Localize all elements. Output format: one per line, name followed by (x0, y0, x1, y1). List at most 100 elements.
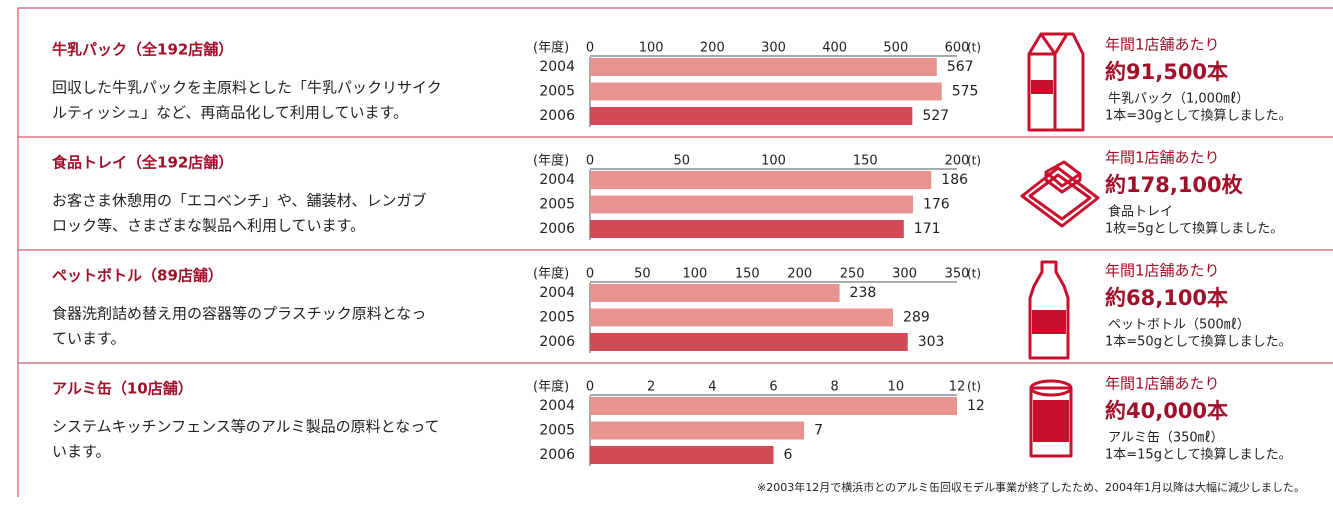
section-title: アルミ缶（10店舗） (52, 380, 193, 398)
x-tick-label: 300 (892, 267, 917, 282)
x-tick-label: 6 (769, 380, 777, 395)
x-tick-label: 100 (761, 154, 786, 169)
x-tick-label: 100 (682, 267, 707, 282)
bar (590, 421, 805, 440)
bar (590, 171, 932, 189)
unit-label: (t) (967, 41, 981, 55)
category-label: 2006 (539, 447, 575, 463)
x-tick-label: 350 (945, 267, 970, 282)
x-tick-label: 10 (888, 380, 905, 395)
x-tick-label: 2 (647, 380, 655, 395)
year-label: (年度) (533, 40, 569, 56)
category-label: 2004 (539, 398, 575, 414)
summary-basis: 1枚=5gとして換算しました。 (1105, 222, 1283, 237)
x-tick-label: 0 (586, 154, 594, 169)
value-label: 171 (914, 221, 941, 237)
bar (590, 107, 913, 125)
summary-amount: 約40,000本 (1105, 399, 1228, 423)
unit-label: (t) (967, 154, 981, 168)
pet-bottle-icon (1028, 260, 1070, 360)
category-label: 2005 (539, 423, 575, 439)
description: 回収した牛乳パックを主原料とした「牛乳パックリサイク (52, 79, 442, 97)
summary-basis: 1本=15gとして換算しました。 (1105, 448, 1292, 463)
bar (590, 397, 957, 415)
category-label: 2004 (539, 172, 575, 188)
value-label: 567 (947, 59, 974, 75)
bar (590, 446, 774, 464)
x-tick-label: 4 (708, 380, 716, 395)
description: お客さま休憩用の「エコベンチ」や、舗装材、レンガブ (52, 192, 427, 210)
description: います。 (52, 443, 111, 461)
category-label: 2005 (539, 84, 575, 100)
description: ています。 (52, 330, 126, 348)
x-tick-label: 0 (586, 380, 594, 395)
bar (590, 220, 904, 238)
bar (590, 333, 908, 351)
summary-amount: 約68,100本 (1105, 286, 1228, 310)
summary-label: 年間1店舗あたり (1105, 262, 1220, 280)
summary-item: ペットボトル（500㎖） (1108, 318, 1250, 333)
summary-label: 年間1店舗あたり (1105, 149, 1220, 167)
summary-amount: 約91,500本 (1105, 60, 1228, 84)
summary-basis: 1本=50gとして換算しました。 (1105, 335, 1292, 350)
category-label: 2005 (539, 197, 575, 213)
bar (590, 82, 942, 101)
x-tick-label: 400 (822, 41, 847, 56)
milk-carton-icon (1027, 32, 1085, 132)
unit-label: (t) (967, 267, 981, 281)
description: 食器洗剤詰め替え用の容器等のプラスチック原料となっ (52, 305, 426, 323)
category-label: 2005 (539, 310, 575, 326)
year-label: (年度) (533, 153, 569, 169)
unit-label: (t) (967, 380, 981, 394)
value-label: 176 (923, 197, 950, 213)
bar (590, 308, 894, 327)
value-label: 186 (941, 172, 968, 188)
x-tick-label: 12 (949, 380, 966, 395)
summary-amount: 約178,100枚 (1105, 173, 1244, 197)
bar (590, 58, 937, 76)
value-label: 303 (918, 334, 945, 350)
x-tick-label: 500 (883, 41, 908, 56)
x-tick-label: 50 (634, 267, 651, 282)
footnote: ※2003年12月で横浜市とのアルミ缶回収モデル事業が終了したため、2004年1… (757, 480, 1305, 494)
category-label: 2004 (539, 59, 575, 75)
x-tick-label: 150 (735, 267, 760, 282)
x-tick-label: 150 (853, 154, 878, 169)
x-tick-label: 300 (761, 41, 786, 56)
description: ロック等、さまざまな製品へ利用しています。 (52, 217, 365, 235)
section-title: ペットボトル（89店舗） (52, 267, 223, 285)
x-tick-label: 200 (787, 267, 812, 282)
x-tick-label: 0 (586, 41, 594, 56)
summary-basis: 1本=30gとして換算しました。 (1105, 109, 1292, 124)
description: ルティッシュ」など、再商品化して利用しています。 (52, 104, 408, 122)
summary-item: アルミ缶（350㎖） (1108, 431, 1224, 446)
category-label: 2006 (539, 334, 575, 350)
category-label: 2006 (539, 221, 575, 237)
section-title: 食品トレイ（全192店舗） (52, 154, 233, 172)
value-label: 238 (850, 285, 877, 301)
x-tick-label: 50 (673, 154, 690, 169)
value-label: 527 (922, 108, 949, 124)
x-tick-label: 200 (700, 41, 725, 56)
description: システムキッチンフェンス等のアルミ製品の原料となって (52, 418, 439, 436)
value-label: 6 (784, 447, 793, 463)
year-label: (年度) (533, 379, 569, 395)
category-label: 2004 (539, 285, 575, 301)
value-label: 12 (967, 398, 985, 414)
category-label: 2006 (539, 108, 575, 124)
bar (590, 284, 840, 302)
value-label: 7 (814, 423, 823, 439)
summary-item: 食品トレイ (1108, 204, 1173, 220)
food-tray-icon (1020, 160, 1100, 228)
bar (590, 195, 913, 214)
x-tick-label: 250 (840, 267, 865, 282)
summary-label: 年間1店舗あたり (1105, 375, 1220, 393)
year-label: (年度) (533, 266, 569, 282)
x-tick-label: 8 (831, 380, 839, 395)
x-tick-label: 0 (586, 267, 594, 282)
summary-label: 年間1店舗あたり (1105, 36, 1220, 54)
x-tick-label: 600 (945, 41, 970, 56)
value-label: 289 (903, 310, 930, 326)
value-label: 575 (952, 84, 979, 100)
